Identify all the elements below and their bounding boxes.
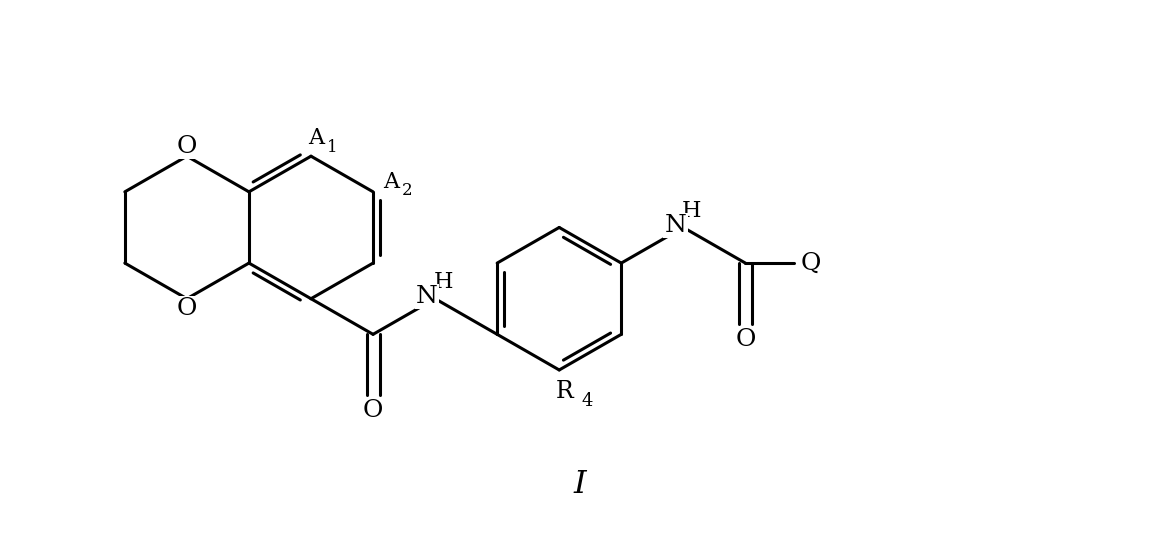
- Text: 4: 4: [581, 392, 593, 410]
- Text: R: R: [556, 380, 573, 403]
- Text: 1: 1: [327, 139, 337, 156]
- Text: N: N: [665, 214, 687, 237]
- Text: A: A: [383, 171, 400, 193]
- Text: H: H: [433, 271, 453, 293]
- Text: O: O: [362, 399, 383, 422]
- Text: A: A: [308, 127, 324, 150]
- Text: O: O: [177, 135, 197, 158]
- Text: N: N: [416, 285, 438, 308]
- Text: O: O: [735, 328, 755, 351]
- Text: O: O: [177, 297, 197, 320]
- Text: 2: 2: [402, 182, 412, 199]
- Text: I: I: [573, 469, 586, 500]
- Text: H: H: [682, 199, 701, 222]
- Text: Q: Q: [801, 251, 821, 275]
